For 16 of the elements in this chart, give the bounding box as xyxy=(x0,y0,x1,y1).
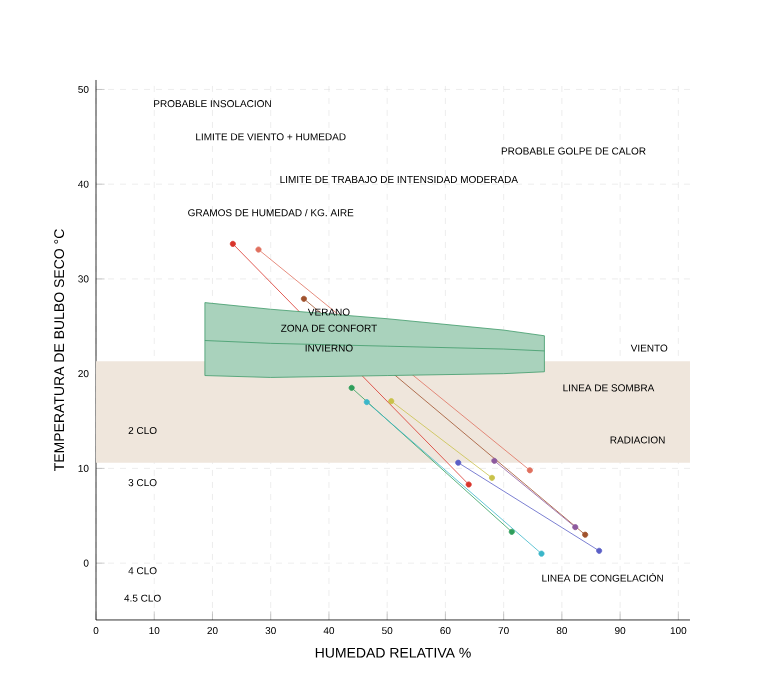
point xyxy=(572,524,579,531)
point xyxy=(300,295,307,302)
point xyxy=(538,550,545,557)
point xyxy=(465,481,472,488)
point xyxy=(455,459,462,466)
point xyxy=(582,531,589,538)
point xyxy=(388,398,395,405)
point xyxy=(596,547,603,554)
point xyxy=(489,474,495,481)
point xyxy=(526,467,533,474)
point xyxy=(255,246,262,253)
point xyxy=(491,457,498,464)
point xyxy=(348,384,355,391)
point xyxy=(508,528,515,535)
point xyxy=(229,240,236,247)
point xyxy=(363,399,370,406)
